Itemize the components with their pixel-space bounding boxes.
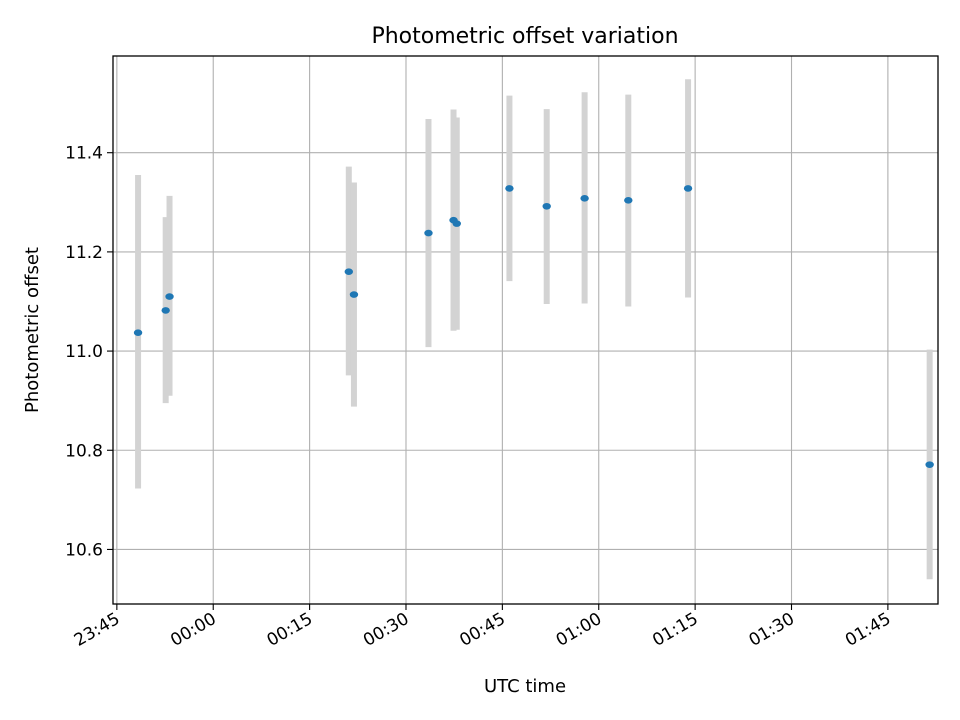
y-axis-ticks: 10.6 10.8 11.0 11.2 11.4: [65, 144, 113, 560]
data-point: [424, 229, 433, 237]
y-tick-label: 11.2: [65, 243, 103, 263]
data-point: [349, 291, 359, 298]
x-tick-label: 01:45: [842, 609, 894, 651]
grid-lines: [113, 56, 938, 604]
error-bars: [135, 79, 933, 580]
data-point: [925, 461, 934, 468]
data-point: [133, 329, 143, 337]
x-tick-label: 01:00: [553, 609, 605, 651]
x-axis-label: UTC time: [484, 676, 566, 697]
data-point: [165, 293, 174, 300]
y-tick-label: 11.4: [65, 144, 103, 164]
chart-title: Photometric offset variation: [371, 24, 678, 49]
x-axis-ticks: 23:45 00:00 00:15 00:30 00:45 01:00 01:15 01:30…: [71, 604, 894, 651]
data-point: [161, 307, 170, 314]
x-tick-label: 00:30: [360, 609, 412, 651]
data-points: [133, 185, 934, 468]
x-tick-label: 23:45: [71, 609, 123, 651]
y-axis-label: Photometric offset: [22, 247, 43, 413]
data-point: [505, 185, 514, 192]
data-point: [624, 197, 633, 204]
data-point: [683, 185, 693, 192]
x-tick-label: 01:15: [649, 609, 701, 651]
data-point: [452, 220, 461, 227]
y-tick-label: 11.0: [65, 342, 103, 362]
x-tick-label: 00:00: [167, 609, 219, 651]
x-tick-label: 00:45: [456, 609, 508, 651]
y-tick-label: 10.6: [65, 540, 103, 560]
data-point: [542, 202, 551, 210]
y-tick-label: 10.8: [65, 441, 103, 461]
plot-frame: [112, 55, 939, 605]
data-point: [344, 268, 354, 276]
data-point: [580, 195, 589, 202]
x-tick-label: 00:15: [264, 609, 316, 651]
x-tick-label: 01:30: [746, 609, 798, 651]
